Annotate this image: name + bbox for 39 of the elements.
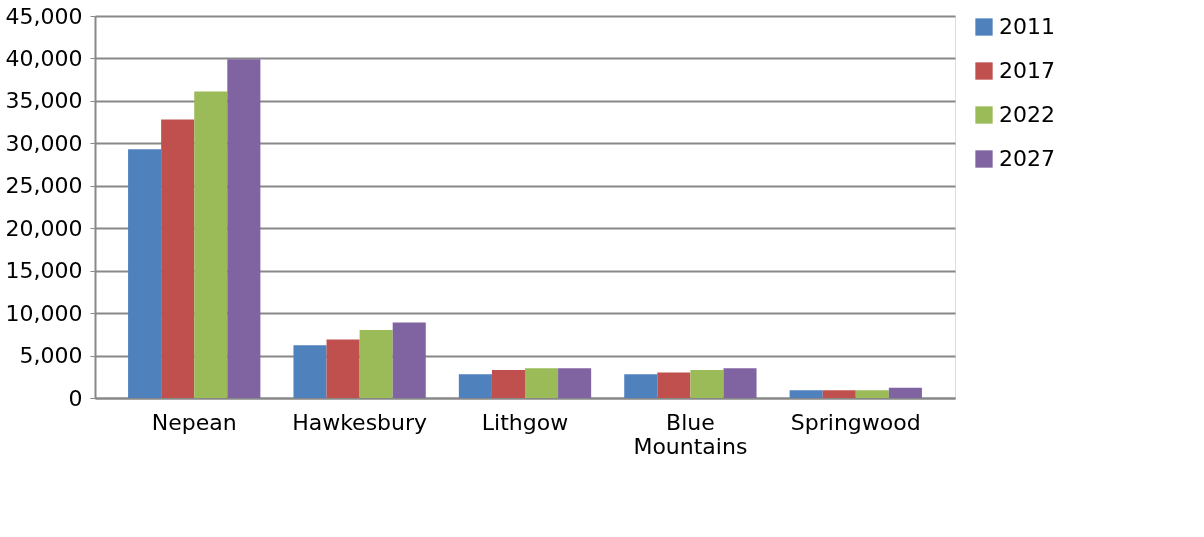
y-tick-label: 5,000 [19, 343, 83, 369]
bar [326, 339, 360, 398]
bar [624, 374, 658, 398]
y-tick-label: 20,000 [5, 215, 83, 241]
y-tick-label: 40,000 [5, 45, 83, 71]
y-tick-label: 45,000 [5, 3, 83, 29]
x-tick-label: Blue Mountains [633, 409, 748, 459]
legend-label: 2011 [999, 14, 1055, 39]
y-tick-label: 15,000 [5, 258, 83, 284]
x-tick-label: Springwood [790, 409, 921, 435]
bar [161, 119, 195, 398]
x-tick-label: Nepean [151, 409, 237, 435]
bar [227, 59, 261, 398]
x-tick-label: Lithgow [481, 409, 569, 435]
y-tick-label: 0 [68, 385, 83, 411]
bar [723, 368, 757, 398]
bar [491, 369, 525, 398]
bar [888, 387, 922, 398]
y-tick-label: 35,000 [5, 88, 83, 114]
legend-label: 2027 [999, 146, 1055, 171]
bar [128, 149, 162, 398]
bar [822, 390, 856, 398]
bar [558, 368, 592, 398]
bar [657, 372, 691, 398]
legend-label: 2022 [999, 102, 1055, 127]
bar [690, 369, 724, 398]
bar [392, 322, 426, 398]
bar [293, 345, 327, 398]
x-tick-label: Hawkesbury [292, 409, 428, 435]
y-tick-label: 30,000 [5, 130, 83, 156]
bar [855, 390, 889, 398]
bar [789, 390, 823, 398]
y-tick-label: 25,000 [5, 173, 83, 199]
bar [458, 374, 492, 398]
legend-label: 2017 [999, 58, 1055, 83]
bar [359, 330, 393, 398]
bar [525, 368, 559, 398]
bar [194, 91, 228, 398]
y-tick-label: 10,000 [5, 300, 83, 326]
